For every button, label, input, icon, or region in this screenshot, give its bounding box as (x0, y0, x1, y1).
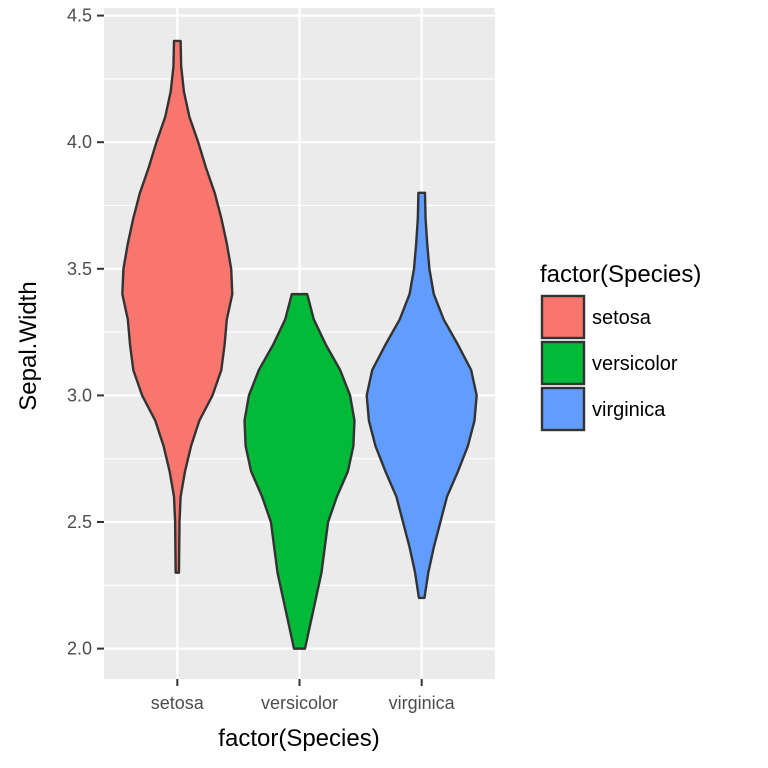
x-tick-label: versicolor (261, 693, 338, 713)
y-axis-title: Sepal.Width (15, 281, 42, 410)
legend-label-setosa: setosa (592, 307, 652, 329)
x-axis-title: factor(Species) (218, 725, 379, 752)
legend-label-virginica: virginica (592, 399, 666, 421)
y-tick-label: 3.5 (67, 259, 92, 279)
y-tick-label: 4.5 (67, 6, 92, 26)
x-axis: setosa versicolor virginica (151, 679, 456, 713)
y-tick-label: 3.0 (67, 385, 92, 405)
violins (121, 39, 478, 650)
legend-key-virginica (540, 386, 586, 432)
y-tick-label: 4.0 (67, 132, 92, 152)
legend-key-setosa (540, 294, 586, 340)
y-tick-label: 2.5 (67, 512, 92, 532)
violin-versicolor (243, 292, 356, 650)
x-tick-label: virginica (389, 693, 456, 713)
legend-key-versicolor (540, 340, 586, 386)
legend-label-versicolor: versicolor (592, 353, 678, 375)
violin-virginica (365, 191, 478, 600)
y-tick-label: 2.0 (67, 639, 92, 659)
legend-title: factor(Species) (540, 261, 701, 288)
legend-keys: setosa versicolor virginica (540, 294, 678, 432)
violin-setosa (121, 39, 234, 574)
legend: factor(Species) setosa versicolor virginic… (540, 261, 701, 432)
y-axis: 2.0 2.5 3.0 3.5 4.0 4.5 (67, 6, 104, 659)
x-tick-label: setosa (151, 693, 205, 713)
